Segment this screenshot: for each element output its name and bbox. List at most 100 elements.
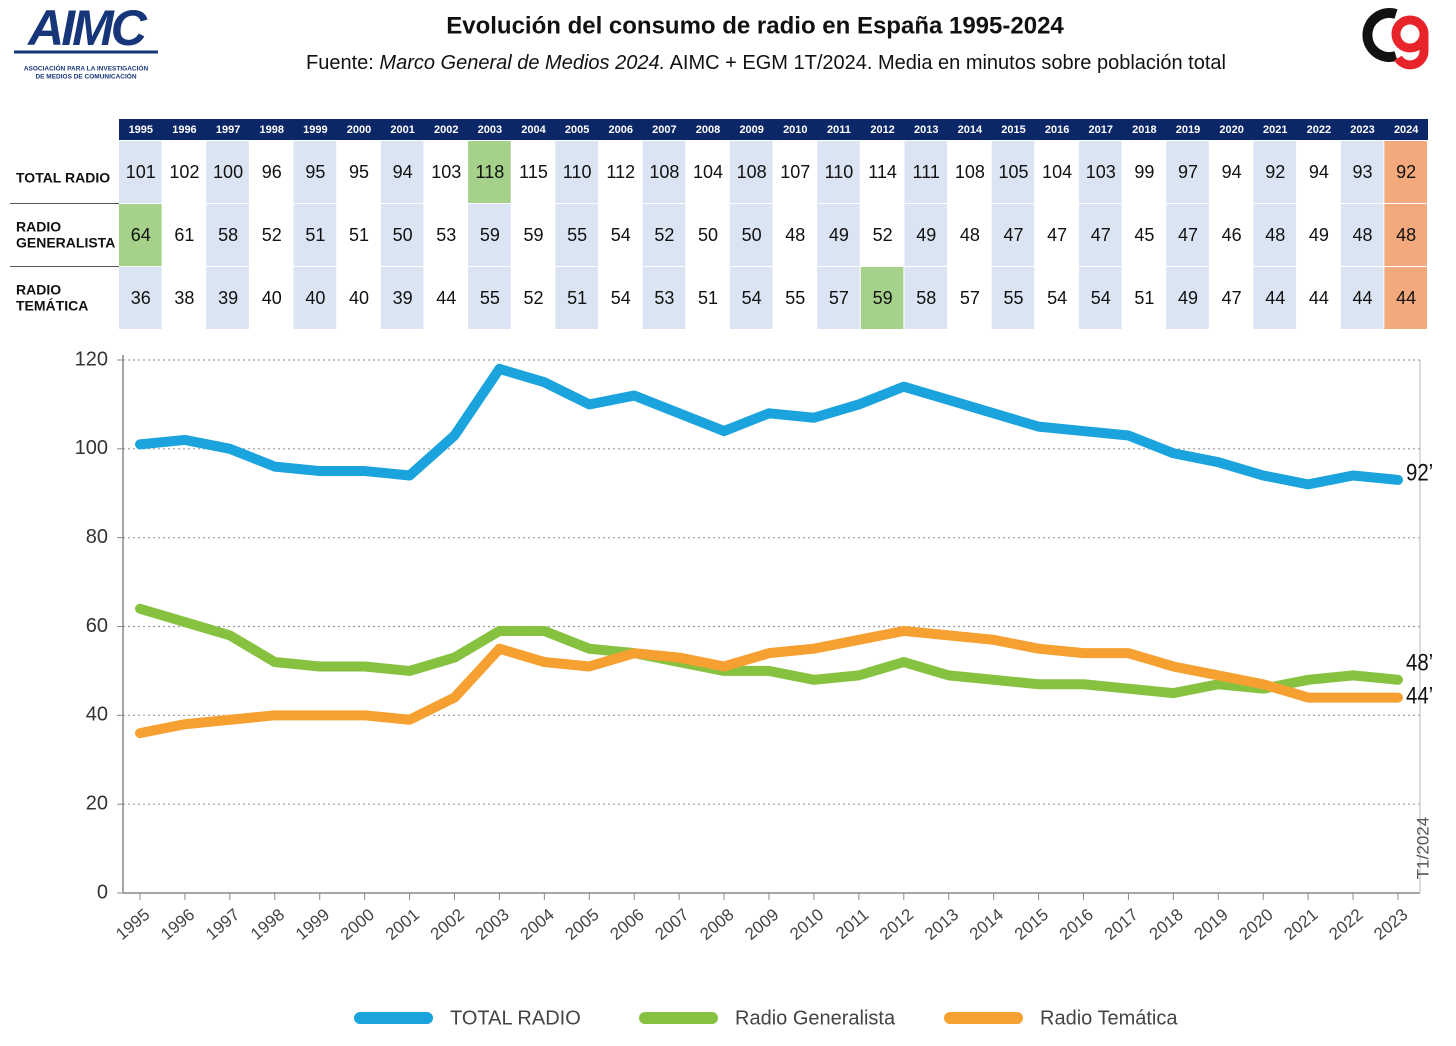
y-tick-label: 80	[86, 526, 108, 548]
cell-value: 47	[1178, 225, 1198, 245]
cell-value: 118	[476, 162, 505, 182]
cell-bg	[729, 141, 773, 203]
cell-value: 46	[1222, 225, 1242, 245]
cell-bg	[729, 204, 773, 266]
cell-bg	[1384, 204, 1427, 266]
cell-value: 102	[169, 162, 199, 182]
logo-tagline: DE MEDIOS DE COMUNICACIÓN	[35, 72, 136, 81]
x-tick-label: 1999	[292, 905, 333, 944]
cell-bg	[1078, 267, 1122, 329]
cell-bg	[1166, 141, 1209, 203]
year-header: 2003	[478, 124, 502, 136]
series-line	[135, 625, 1403, 739]
year-header: 2024	[1394, 124, 1419, 136]
cell-value: 55	[1003, 288, 1023, 308]
year-header: 2019	[1176, 124, 1200, 136]
cell-value: 103	[1086, 162, 1116, 182]
cell-value: 51	[567, 288, 587, 308]
year-header: 2010	[783, 124, 807, 136]
year-header: 2012	[870, 124, 894, 136]
cell-value: 53	[654, 288, 674, 308]
cell-bg	[468, 141, 511, 203]
cell-value: 54	[1047, 288, 1067, 308]
year-header: 2007	[652, 124, 676, 136]
cell-bg	[206, 204, 249, 266]
y-tick-label: 20	[86, 792, 108, 814]
cell-bg	[991, 267, 1035, 329]
cell-bg	[293, 204, 337, 266]
row-label: RADIO	[16, 219, 61, 235]
x-tick-label: 1998	[247, 905, 288, 944]
year-header: 2001	[390, 124, 414, 136]
cell-value: 92	[1265, 162, 1285, 182]
year-header: 2018	[1132, 124, 1156, 136]
row-label: GENERALISTA	[16, 235, 115, 251]
cell-bg	[555, 141, 598, 203]
cell-value: 50	[742, 225, 762, 245]
y-tick-label: 100	[75, 437, 108, 459]
x-tick-label: 2007	[651, 905, 692, 944]
cell-value: 55	[567, 225, 587, 245]
year-header: 2020	[1219, 124, 1243, 136]
brand-logo	[1362, 8, 1429, 70]
x-tick-label: 2000	[337, 905, 378, 944]
x-tick-label: 2023	[1370, 905, 1411, 944]
cell-bg	[904, 141, 948, 203]
cell-bg	[1384, 141, 1427, 203]
cell-bg	[729, 267, 773, 329]
cell-value: 52	[873, 225, 893, 245]
cell-value: 47	[1091, 225, 1111, 245]
cell-bg	[817, 204, 860, 266]
x-tick-label: 1997	[202, 905, 243, 944]
cell-value: 50	[698, 225, 718, 245]
x-tick-label: 2014	[966, 905, 1007, 944]
cell-bg	[1384, 267, 1427, 329]
cell-bg	[293, 267, 337, 329]
cell-bg	[380, 267, 424, 329]
cell-value: 95	[349, 162, 369, 182]
end-label: 44’	[1406, 682, 1433, 709]
cell-value: 44	[1265, 288, 1285, 308]
cell-bg	[1340, 141, 1384, 203]
cell-value: 52	[524, 288, 544, 308]
cell-value: 55	[480, 288, 500, 308]
cell-value: 95	[305, 162, 325, 182]
cell-value: 45	[1134, 225, 1154, 245]
cell-bg	[468, 204, 511, 266]
cell-value: 50	[393, 225, 413, 245]
cell-value: 48	[960, 225, 980, 245]
cell-value: 48	[1396, 225, 1416, 245]
cell-bg	[1078, 204, 1122, 266]
x-tick-label: 2022	[1325, 905, 1366, 944]
x-tick-label: 2001	[382, 905, 423, 944]
end-label: 48’	[1406, 649, 1433, 676]
year-header: 2008	[696, 124, 720, 136]
cell-value: 55	[785, 288, 805, 308]
y-tick-label: 60	[86, 615, 108, 637]
cell-value: 57	[960, 288, 980, 308]
year-header: 2011	[827, 124, 851, 136]
year-header: 2006	[609, 124, 633, 136]
year-header: 2000	[347, 124, 371, 136]
y-tick-label: 0	[97, 881, 108, 903]
cell-value: 101	[126, 162, 156, 182]
cell-value: 44	[436, 288, 456, 308]
cell-value: 61	[174, 225, 194, 245]
x-tick-label: 2020	[1235, 905, 1276, 944]
cell-bg	[206, 267, 249, 329]
cell-value: 59	[524, 225, 544, 245]
cell-bg	[1340, 267, 1384, 329]
cell-value: 47	[1047, 225, 1067, 245]
cell-bg	[555, 267, 598, 329]
cell-value: 47	[1222, 288, 1242, 308]
year-header: 2004	[521, 124, 546, 136]
table-header-band	[119, 119, 1428, 140]
cell-bg	[904, 204, 948, 266]
cell-value: 99	[1134, 162, 1154, 182]
cell-bg	[119, 204, 162, 266]
cell-value: 49	[916, 225, 936, 245]
x-tick-label: 2005	[562, 905, 603, 944]
year-header: 2017	[1089, 124, 1113, 136]
year-header: 2016	[1045, 124, 1069, 136]
